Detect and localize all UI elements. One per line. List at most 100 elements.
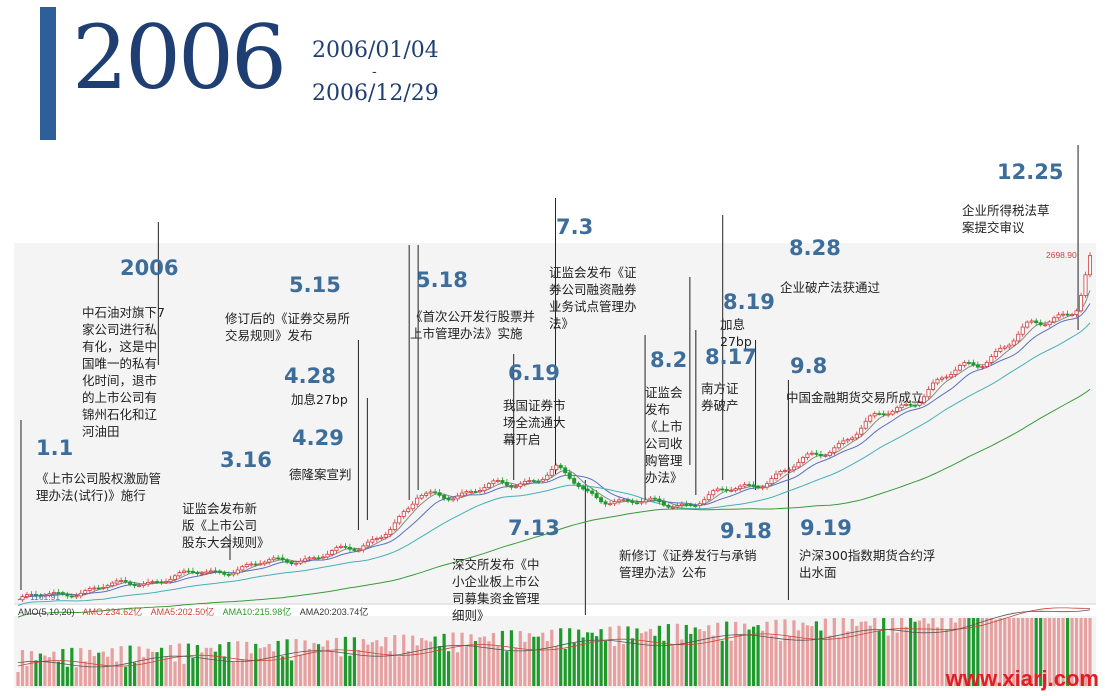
volume-bar <box>379 646 383 686</box>
candle-body <box>572 478 577 484</box>
candle-body <box>774 473 779 480</box>
candle-body <box>782 470 787 472</box>
candle-body <box>204 571 209 574</box>
candle-body <box>316 557 321 560</box>
candle-body <box>1061 313 1066 316</box>
candle-body <box>347 546 352 550</box>
volume-bar <box>702 631 706 686</box>
candle-body <box>796 462 801 468</box>
volume-bar <box>729 640 733 686</box>
candle-body <box>984 362 989 367</box>
candle-body <box>69 595 74 598</box>
indicator-ama5: AMA5:202.50亿 <box>150 607 215 617</box>
candle-body <box>419 495 424 499</box>
volume-bar <box>455 652 460 686</box>
candle-body <box>1025 321 1030 328</box>
volume-bar <box>716 622 720 686</box>
volume-bar <box>168 644 173 686</box>
candle-body <box>715 488 720 492</box>
volume-bar <box>177 643 182 686</box>
candle-body <box>948 374 953 378</box>
candle-body <box>872 413 877 417</box>
candle-body <box>29 593 34 596</box>
volume-bar <box>137 646 141 686</box>
volume-bar <box>1039 618 1043 686</box>
candle-body <box>648 497 653 501</box>
volume-bar <box>97 652 101 686</box>
candle-body <box>276 557 281 560</box>
volume-bar <box>998 618 1002 686</box>
candle-body <box>697 503 702 506</box>
volume-bar <box>133 662 137 686</box>
annotation-date: 6.19 <box>508 361 560 385</box>
candle-body <box>594 493 599 499</box>
candle-body <box>841 440 846 444</box>
annotation-text: 证监会 发布 《上市 公司收 购管理 办法》 <box>645 385 683 485</box>
volume-bar <box>595 636 599 686</box>
candle-body <box>325 553 330 558</box>
volume-bar <box>469 634 473 686</box>
volume-bar <box>366 644 370 686</box>
volume-bar <box>146 648 150 686</box>
volume-bar <box>684 624 688 686</box>
volume-bar <box>554 645 558 686</box>
candle-body <box>338 546 343 548</box>
candle-body <box>814 452 819 455</box>
ma-line <box>17 388 1091 618</box>
candle-body <box>123 580 128 583</box>
candle-body <box>114 580 119 584</box>
volume-bar <box>846 631 850 686</box>
volume-bar <box>823 618 827 686</box>
candle-body <box>110 582 115 587</box>
volume-bar <box>420 638 424 686</box>
volume-bar <box>577 629 581 686</box>
candle-body <box>258 563 263 566</box>
candle-body <box>164 581 169 584</box>
indicator-amo: AMO:234.62亿 <box>82 607 143 617</box>
volume-bar <box>16 672 20 686</box>
candle-body <box>1029 320 1034 323</box>
volume-bar <box>908 618 913 686</box>
volume-bar <box>855 625 859 686</box>
volume-bar <box>769 635 774 686</box>
candle-body <box>809 452 814 455</box>
volume-bar <box>644 631 648 686</box>
volume-bar <box>837 637 841 686</box>
volume-bar <box>550 629 554 686</box>
moving-averages <box>17 290 1091 618</box>
annotation-text: 企业破产法获通过 <box>780 280 881 295</box>
candle-body <box>957 364 962 371</box>
annotation-lines <box>20 145 1079 615</box>
volume-bar <box>61 649 65 686</box>
candle-body <box>617 499 622 503</box>
candle-body <box>87 588 92 591</box>
volume-bar <box>787 635 792 686</box>
annotation-date: 8.2 <box>650 348 688 372</box>
volume-bar <box>922 618 926 686</box>
date-range: 2006/01/04 - 2006/12/29 <box>312 38 439 106</box>
annotation-text: 加息 27bp <box>720 317 752 349</box>
volume-bar <box>859 621 863 686</box>
candle-body <box>850 437 855 441</box>
candle-body <box>244 564 249 568</box>
candle-body <box>1065 313 1070 316</box>
volume-bar <box>429 641 433 686</box>
volume-bar <box>1057 618 1061 686</box>
volume-bar <box>482 636 487 686</box>
volume-bar <box>415 645 419 686</box>
candle-body <box>181 570 186 574</box>
candle-body <box>926 389 931 398</box>
volume-bar <box>285 639 289 686</box>
candle-body <box>356 549 361 552</box>
volume-bar <box>940 618 944 686</box>
candle-body <box>827 452 832 456</box>
candle-body <box>931 382 936 390</box>
candle-body <box>267 559 272 563</box>
candle-body <box>908 403 913 406</box>
volume-bar <box>155 652 159 686</box>
candle-body <box>1002 346 1007 349</box>
candle-body <box>307 557 312 560</box>
volume-bar <box>819 630 823 686</box>
volume-bar <box>213 651 217 686</box>
